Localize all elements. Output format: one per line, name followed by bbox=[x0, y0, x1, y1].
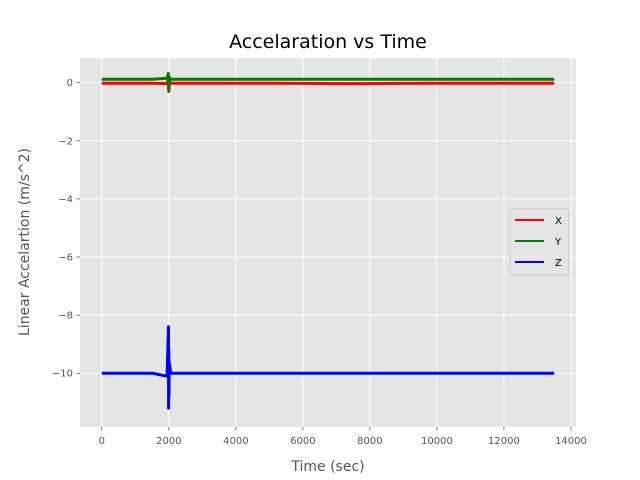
x-tick-label: 2000 bbox=[156, 436, 181, 447]
y-tick-label: −8 bbox=[58, 311, 73, 322]
series-layer bbox=[101, 71, 555, 410]
y-tick-label: −2 bbox=[58, 136, 73, 147]
legend-label-y: Y bbox=[554, 237, 562, 248]
x-tick-label: 10000 bbox=[421, 436, 453, 447]
y-tick-label: −6 bbox=[58, 253, 73, 264]
y-tick-label: 0 bbox=[67, 78, 73, 89]
x-tick-label: 14000 bbox=[555, 436, 587, 447]
y-axis: 0 −2 −4 −6 −8 −10 bbox=[52, 78, 80, 380]
x-tick-label: 8000 bbox=[357, 436, 382, 447]
y-tick-label: −10 bbox=[52, 369, 73, 380]
x-tick-label: 6000 bbox=[290, 436, 315, 447]
x-axis: 0 2000 4000 6000 8000 10000 12000 14000 bbox=[99, 427, 587, 447]
series-line-z bbox=[101, 325, 555, 410]
legend: XYZ bbox=[509, 208, 570, 276]
x-tick-label: 12000 bbox=[488, 436, 520, 447]
y-tick-label: −4 bbox=[58, 194, 73, 205]
y-axis-title: Linear Accelartion (m/s^2) bbox=[17, 148, 33, 336]
plot-background bbox=[80, 58, 576, 427]
x-axis-title: Time (sec) bbox=[290, 459, 364, 475]
x-tick-label: 0 bbox=[99, 436, 105, 447]
legend-label-z: Z bbox=[555, 258, 562, 269]
legend-label-x: X bbox=[555, 216, 562, 227]
chart-title: Accelaration vs Time bbox=[229, 31, 427, 53]
x-tick-label: 4000 bbox=[223, 436, 248, 447]
series-line-y bbox=[101, 71, 555, 92]
